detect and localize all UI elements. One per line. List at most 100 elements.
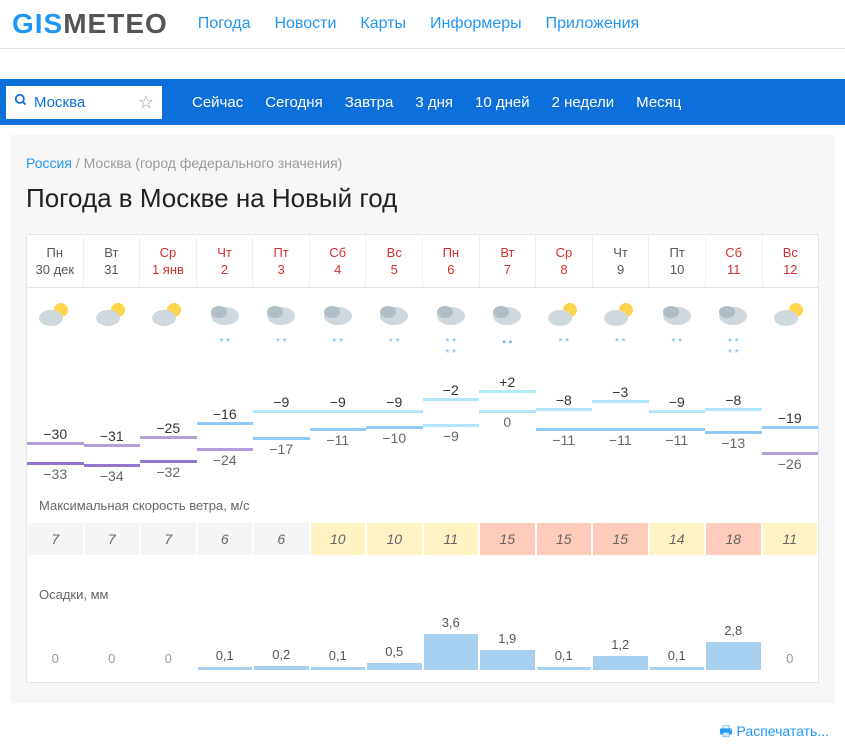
precip-col: 0,2 — [253, 612, 310, 670]
precip-bar — [650, 667, 705, 670]
top-link[interactable]: Погода — [198, 15, 251, 33]
temp-bar-high — [423, 398, 480, 401]
precip-glyph: * ** * — [423, 337, 480, 359]
precip-val: 1,9 — [479, 631, 536, 646]
precip-val: 1,2 — [592, 637, 649, 652]
day-name: Пн — [423, 245, 479, 260]
day-col[interactable]: Вс 12 — [763, 235, 819, 287]
search-box[interactable]: Москва ☆ — [4, 84, 164, 121]
day-name: Ср — [536, 245, 592, 260]
precip-val: 0 — [762, 651, 819, 666]
temp-bar-high — [366, 410, 423, 413]
breadcrumb-country[interactable]: Россия — [26, 155, 72, 171]
precip-col: 0 — [762, 612, 819, 670]
day-col[interactable]: Ср1 янв — [140, 235, 197, 287]
period-links: Сейчас Сегодня Завтра 3 дня 10 дней 2 недели М… — [192, 94, 681, 111]
day-date: 2 — [197, 262, 253, 277]
wind-col: 7 — [28, 523, 83, 555]
wind-col: 15 — [537, 523, 592, 555]
day-name: Сб — [706, 245, 762, 260]
temp-bar-low — [366, 426, 423, 429]
day-date: 3 — [253, 262, 309, 277]
day-date: 10 — [649, 262, 705, 277]
top-link[interactable]: Карты — [360, 15, 406, 33]
weather-icon-col: ▪ ▪ — [479, 300, 536, 360]
weather-icon — [197, 300, 254, 335]
top-link[interactable]: Приложения — [546, 15, 640, 33]
temp-low: −17 — [253, 441, 310, 457]
day-col[interactable]: Вс5 — [366, 235, 423, 287]
period-link[interactable]: Сейчас — [192, 94, 243, 111]
day-name: Чт — [197, 245, 253, 260]
logo[interactable]: GISMETEO — [12, 8, 168, 40]
weather-icon — [310, 300, 367, 335]
temp-col: −9 −11 — [310, 382, 367, 472]
top-link[interactable]: Информеры — [430, 15, 522, 33]
day-col[interactable]: Чт 2 — [197, 235, 254, 287]
day-name: Вс — [366, 245, 422, 260]
weather-icon — [27, 300, 84, 335]
temp-low: −11 — [592, 432, 649, 448]
temp-high: −9 — [310, 394, 367, 410]
day-col[interactable]: Сб11 — [706, 235, 763, 287]
precip-glyph: * * — [366, 337, 423, 348]
precip-col: 0,1 — [310, 612, 367, 670]
temp-low: −11 — [649, 432, 706, 448]
day-col[interactable]: Пн6 — [423, 235, 480, 287]
period-link[interactable]: 3 дня — [415, 94, 453, 111]
precip-val: 0,1 — [310, 648, 367, 663]
day-col[interactable]: Пт10 — [649, 235, 706, 287]
precip-bar — [480, 650, 535, 670]
temp-col: −9 −11 — [649, 382, 706, 472]
temp-low: −11 — [310, 432, 367, 448]
precip-col: 0 — [84, 612, 141, 670]
period-link[interactable]: 2 недели — [552, 94, 615, 111]
temp-col: +2 0 — [479, 382, 536, 472]
wind-col: 15 — [480, 523, 535, 555]
temp-bar-high — [592, 400, 649, 403]
day-name: Вс — [763, 245, 819, 260]
day-col[interactable]: Чт9 — [593, 235, 650, 287]
day-col[interactable]: Вт31 — [84, 235, 141, 287]
temp-low: −11 — [536, 432, 593, 448]
precip-val: 0,5 — [366, 644, 423, 659]
precip-col: 0,5 — [366, 612, 423, 670]
temp-bar-high — [705, 408, 762, 411]
weather-icon — [253, 300, 310, 335]
precip-val: 2,8 — [705, 623, 762, 638]
weather-icon-col: * * — [366, 300, 423, 360]
precip-bar — [593, 656, 648, 670]
wind-col: 7 — [85, 523, 140, 555]
precip-row: 0000,10,20,10,53,61,90,11,20,12,80 — [27, 612, 818, 682]
day-col[interactable]: Ср8 — [536, 235, 593, 287]
precip-val: 3,6 — [423, 615, 480, 630]
temp-low: −24 — [197, 452, 254, 468]
day-col[interactable]: Пн30 дек — [27, 235, 84, 287]
weather-icon-col: * * — [310, 300, 367, 360]
day-col[interactable]: Пт3 — [253, 235, 310, 287]
temp-bar-low — [253, 437, 310, 440]
day-date: 31 — [84, 262, 140, 277]
precip-bar — [198, 667, 253, 670]
period-link[interactable]: 10 дней — [475, 94, 530, 111]
star-icon[interactable]: ☆ — [138, 92, 154, 113]
day-col[interactable]: Сб4 — [310, 235, 367, 287]
print-icon: 🖶 — [719, 723, 732, 739]
temp-high: −3 — [592, 384, 649, 400]
period-link[interactable]: Завтра — [345, 94, 394, 111]
day-name: Сб — [310, 245, 366, 260]
precip-val: 0,1 — [197, 648, 254, 663]
precip-col: 0,1 — [536, 612, 593, 670]
period-link[interactable]: Сегодня — [265, 94, 323, 111]
day-date: 12 — [763, 262, 819, 277]
precip-bar — [424, 634, 479, 670]
temp-bar-low — [762, 452, 819, 455]
precip-label: Осадки, мм — [27, 571, 818, 612]
day-col[interactable]: Вт7 — [480, 235, 537, 287]
precip-glyph: * ** * — [705, 337, 762, 359]
wind-col: 7 — [141, 523, 196, 555]
top-link[interactable]: Новости — [274, 15, 336, 33]
period-link[interactable]: Месяц — [636, 94, 681, 111]
temp-high: −9 — [253, 394, 310, 410]
print-link[interactable]: 🖶Распечатать... — [0, 713, 845, 753]
